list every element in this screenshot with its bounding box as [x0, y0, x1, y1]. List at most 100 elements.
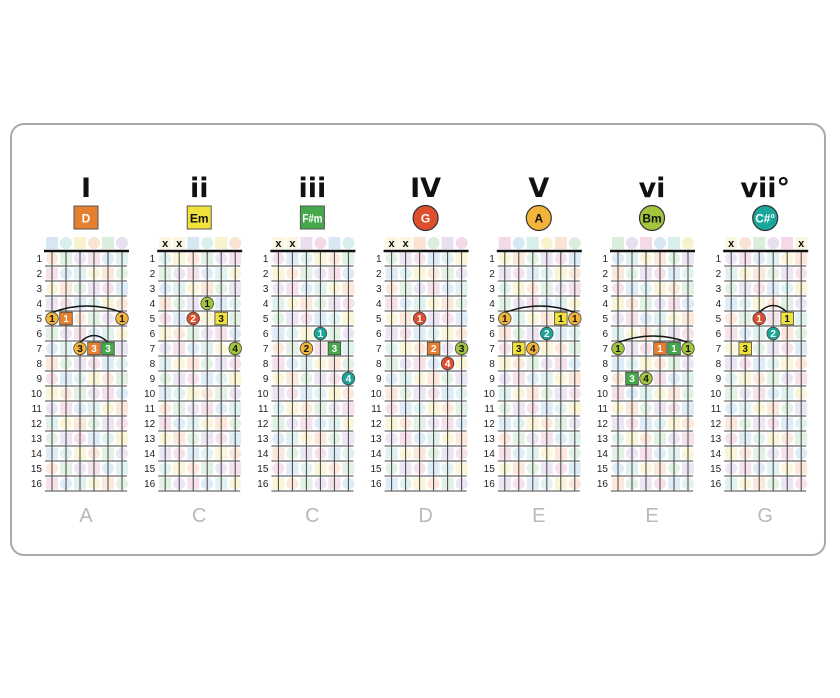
fret-number: 14 — [597, 449, 609, 460]
finger-dot-circle — [412, 311, 427, 326]
fret-number: 7 — [263, 344, 269, 355]
background-shape-square — [526, 237, 539, 249]
fret-number: 7 — [602, 344, 608, 355]
fret-number: 13 — [484, 434, 496, 445]
fret-number: 3 — [376, 284, 382, 295]
fret-number: 13 — [31, 434, 43, 445]
fret-number: 11 — [484, 404, 495, 415]
fret-number: 15 — [484, 464, 496, 475]
fret-number: 2 — [376, 269, 382, 280]
mute-cell — [399, 237, 412, 249]
fret-number: 1 — [150, 254, 156, 265]
chord-name: F#m — [302, 212, 322, 226]
background-shape-circle — [654, 237, 666, 249]
fret-number: 6 — [36, 329, 42, 340]
finger-dot-circle — [299, 341, 314, 356]
fret-number: 9 — [150, 374, 156, 385]
background-shape-square — [215, 237, 228, 249]
finger-number: 3 — [91, 344, 97, 355]
finger-number: 4 — [445, 359, 451, 370]
finger-dot-square — [780, 311, 794, 326]
fret-number: 8 — [716, 359, 722, 370]
fret-number: 9 — [489, 374, 495, 385]
fret-number: 3 — [602, 284, 608, 295]
finger-number: 2 — [304, 344, 310, 355]
fret-number: 12 — [710, 419, 722, 430]
key-label: C — [305, 505, 319, 527]
fret-number: 16 — [370, 479, 382, 490]
finger-dot-circle — [639, 371, 653, 386]
chord-badge-square — [73, 205, 99, 230]
finger-number: 1 — [63, 314, 69, 325]
fret-number: 8 — [36, 359, 42, 370]
fret-number: 2 — [36, 269, 42, 280]
background-shape-square — [554, 237, 567, 249]
finger-dot-square — [667, 341, 681, 356]
fret-number: 8 — [376, 359, 382, 370]
finger-number: 1 — [49, 314, 55, 325]
fret-number: 7 — [36, 344, 42, 355]
fret-number: 7 — [376, 344, 382, 355]
finger-dot-square — [101, 341, 115, 356]
fret-number: 4 — [602, 299, 608, 310]
background-shape-square — [753, 237, 766, 249]
finger-number: 1 — [671, 344, 677, 355]
fret-number: 14 — [370, 449, 382, 460]
finger-number: 4 — [530, 344, 536, 355]
background-shape-square — [300, 237, 313, 249]
fret-number: 11 — [258, 404, 269, 415]
finger-dot-circle — [498, 311, 512, 326]
chord-name: C#° — [755, 212, 775, 226]
finger-dot-circle — [611, 341, 625, 356]
barre-arc — [79, 334, 109, 344]
finger-number: 2 — [431, 344, 437, 355]
fret-number: 13 — [710, 434, 722, 445]
finger-dot-circle — [454, 341, 469, 356]
fret-number: 3 — [489, 284, 495, 295]
finger-dot-square — [87, 341, 101, 356]
background-shape-square — [640, 237, 652, 249]
finger-dot-circle — [766, 326, 780, 341]
mute-x-icon: x — [176, 238, 183, 250]
finger-number: 2 — [190, 314, 196, 325]
finger-number: 2 — [544, 329, 550, 340]
finger-number: 1 — [558, 314, 564, 325]
finger-number: 1 — [318, 329, 324, 340]
fret-number: 9 — [716, 374, 722, 385]
fret-number: 12 — [597, 419, 609, 430]
fret-number: 3 — [36, 284, 42, 295]
background-shape-circle — [342, 237, 355, 249]
fret-number: 1 — [716, 254, 722, 265]
fret-number: 2 — [150, 269, 156, 280]
fret-number: 5 — [716, 314, 722, 325]
fret-number: 4 — [376, 299, 382, 310]
finger-number: 1 — [572, 314, 578, 325]
key-label: G — [757, 505, 773, 527]
background-shape-square — [46, 237, 58, 249]
fret-number: 2 — [602, 269, 608, 280]
background-shape-circle — [626, 237, 638, 249]
barre-arc — [758, 304, 788, 314]
chord-name: D — [82, 212, 91, 226]
finger-number: 4 — [346, 374, 352, 385]
fret-number: 2 — [716, 269, 722, 280]
mute-cell — [272, 237, 285, 249]
background-shape-circle — [568, 237, 581, 249]
finger-dot-circle — [228, 341, 242, 356]
fret-number: 5 — [489, 314, 495, 325]
background-shape-square — [668, 237, 680, 249]
chord-badge-square — [299, 205, 325, 230]
mute-x-icon: x — [728, 238, 735, 250]
fret-number: 7 — [716, 344, 722, 355]
fret-number: 13 — [370, 434, 382, 445]
finger-number: 3 — [332, 344, 338, 355]
chord-name: G — [421, 212, 430, 226]
fret-number: 11 — [32, 404, 43, 415]
finger-dot-circle — [313, 326, 328, 341]
fret-number: 6 — [376, 329, 382, 340]
fret-number: 1 — [489, 254, 495, 265]
